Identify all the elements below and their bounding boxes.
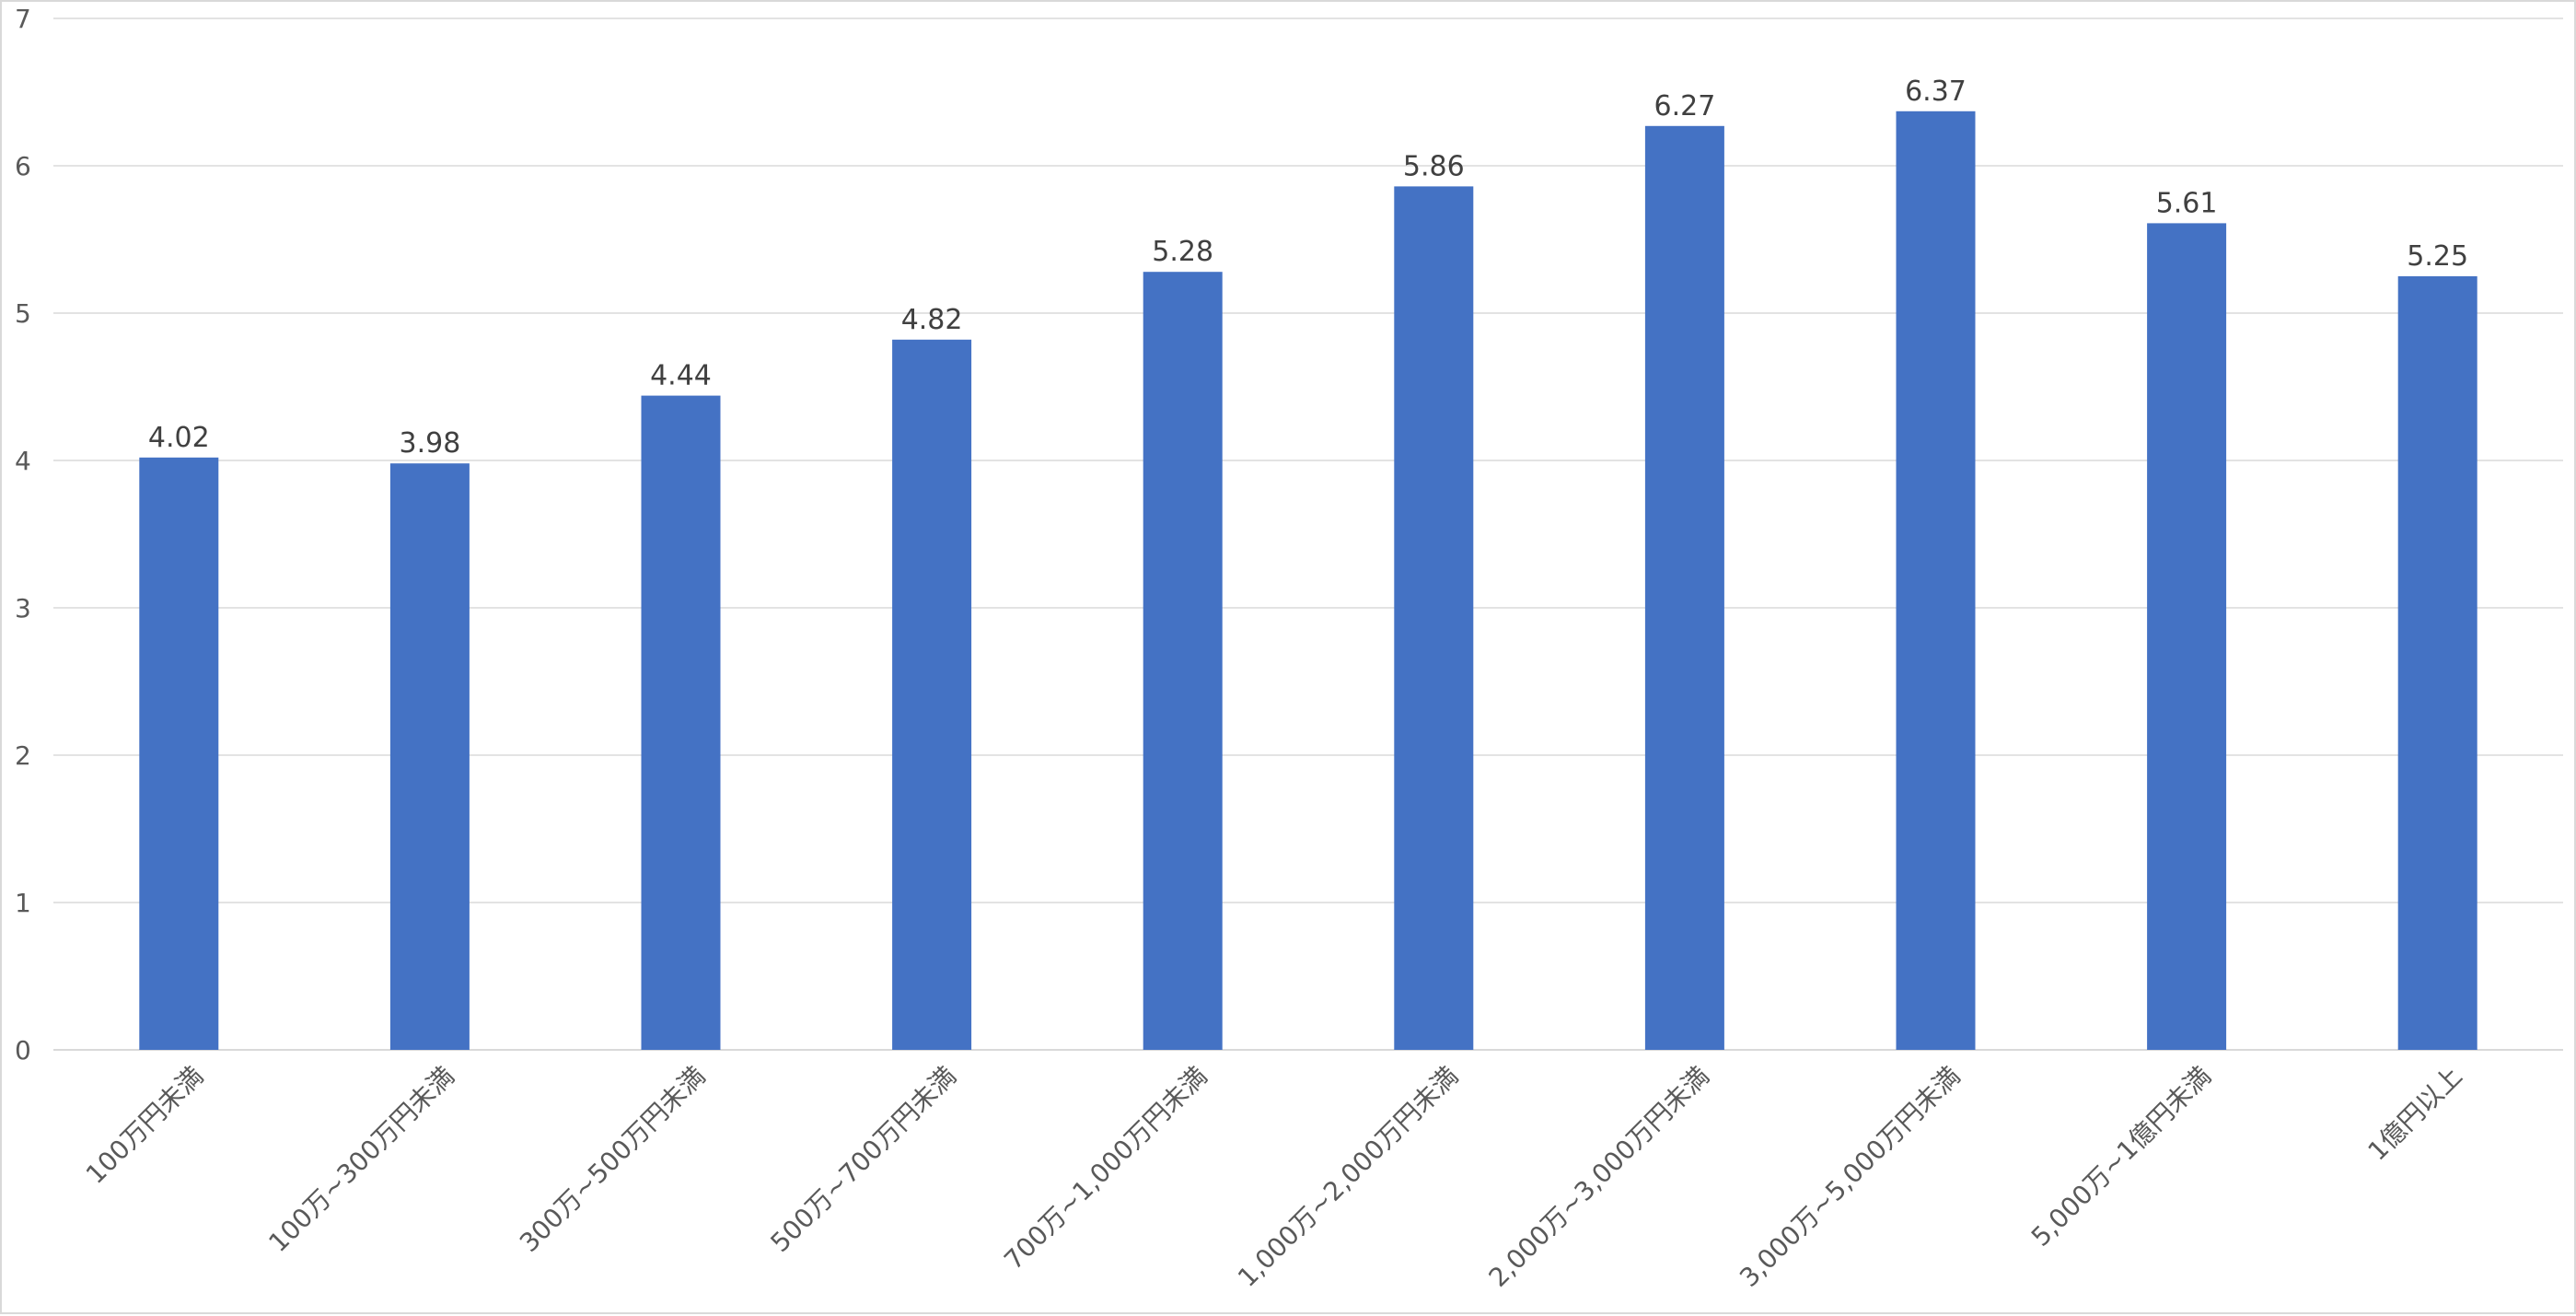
x-axis-labels: 100万円未満 100万~300万円未満 300万~500万円未満 500万~700万…: [80, 1061, 2468, 1293]
data-label: 4.44: [650, 360, 712, 392]
gridlines: [53, 17, 2563, 1051]
x-tick-label: 100万~300万円未満: [262, 1061, 460, 1259]
bar: [2147, 223, 2227, 1050]
bar: [139, 457, 219, 1050]
x-tick-label: 1,000万~2,000万円未満: [1232, 1061, 1464, 1293]
y-tick-label: 0: [15, 1035, 31, 1066]
bar: [1896, 111, 1976, 1051]
bars: [139, 111, 2477, 1051]
x-tick-label: 1億円以上: [2362, 1061, 2468, 1167]
y-axis-ticks: 0 1 2 3 4 5 6 7: [15, 4, 31, 1066]
data-label: 6.27: [1654, 90, 1716, 122]
x-tick-label: 3,000万~5,000万円未満: [1734, 1061, 1966, 1293]
data-label: 4.02: [148, 422, 210, 454]
y-tick-label: 2: [15, 740, 31, 771]
bar: [1394, 186, 1474, 1050]
bar: [1143, 272, 1223, 1050]
data-label: 5.28: [1152, 236, 1213, 268]
y-tick-label: 3: [15, 593, 31, 623]
x-tick-label: 5,000万~1億円未満: [2025, 1061, 2217, 1252]
x-tick-label: 300万~500万円未満: [514, 1061, 712, 1259]
bar: [389, 463, 470, 1050]
x-tick-label: 700万~1,000万円未満: [998, 1061, 1213, 1275]
data-label: 3.98: [400, 427, 461, 460]
data-label: 5.86: [1403, 150, 1465, 182]
data-label: 5.25: [2407, 240, 2468, 273]
y-tick-label: 6: [15, 151, 31, 181]
y-tick-label: 7: [15, 4, 31, 34]
x-tick-label: 2,000万~3,000万円未満: [1483, 1061, 1715, 1293]
bar: [1644, 125, 1724, 1051]
data-label: 5.61: [2156, 187, 2218, 219]
data-label: 6.37: [1905, 76, 1967, 108]
x-tick-label: 100万円未満: [80, 1061, 209, 1190]
data-labels: 4.02 3.98 4.44 4.82 5.28 5.86 6.27 6.37 5.61 5.25: [148, 76, 2468, 460]
y-tick-label: 5: [15, 298, 31, 329]
bar: [2397, 276, 2477, 1050]
y-tick-label: 4: [15, 446, 31, 476]
data-label: 4.82: [901, 304, 963, 336]
x-tick-label: 500万~700万円未満: [765, 1061, 963, 1259]
bar: [892, 339, 972, 1050]
y-tick-label: 1: [15, 888, 31, 918]
bar: [641, 395, 721, 1051]
